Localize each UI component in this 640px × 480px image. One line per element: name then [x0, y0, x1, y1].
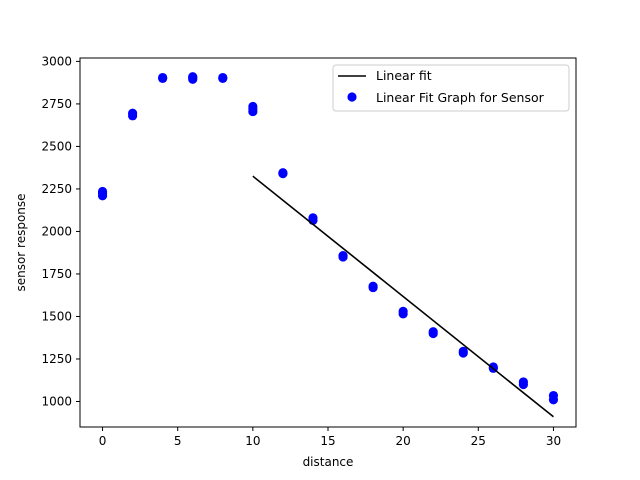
series-layer	[97, 72, 559, 418]
data-point	[97, 186, 108, 197]
fit-line	[252, 175, 554, 418]
data-point	[548, 390, 559, 401]
y-tick-label: 1250	[41, 352, 72, 366]
y-tick-label: 2250	[41, 182, 72, 196]
y-tick-label: 1000	[41, 394, 72, 408]
x-tick-label: 25	[471, 434, 486, 448]
data-point	[518, 377, 528, 387]
data-point	[158, 72, 168, 83]
x-tick-label: 0	[99, 434, 107, 448]
data-point	[128, 108, 138, 118]
data-point	[458, 346, 468, 356]
legend-label: Linear fit	[376, 68, 432, 83]
data-point	[278, 168, 288, 178]
x-axis-label: distance	[303, 455, 354, 469]
x-tick-label: 15	[320, 434, 335, 448]
x-tick-label: 5	[174, 434, 182, 448]
y-tick-label: 1750	[41, 267, 72, 281]
data-point	[188, 72, 198, 82]
axes: 0 5 10 15 20 25 30 1000 1250 1500 1750 2000 2250 2500…	[41, 54, 577, 448]
legend-label: Linear Fit Graph for Sensor	[376, 90, 545, 105]
data-point	[398, 306, 408, 316]
legend-marker-swatch	[347, 92, 357, 102]
y-tick-label: 3000	[41, 54, 72, 68]
legend: Linear fit Linear Fit Graph for Sensor	[332, 64, 570, 112]
data-point	[308, 213, 318, 223]
x-tick-label: 10	[245, 434, 260, 448]
x-tick-label: 20	[396, 434, 411, 448]
y-axis-label: sensor response	[14, 193, 28, 291]
data-point	[248, 101, 258, 112]
data-point	[428, 327, 438, 337]
data-point	[488, 362, 498, 372]
data-point	[218, 72, 228, 83]
data-point	[338, 250, 348, 261]
data-point	[368, 281, 378, 291]
plot-frame	[79, 57, 577, 428]
x-tick-label: 30	[546, 434, 561, 448]
y-tick-label: 1500	[41, 309, 72, 323]
y-tick-label: 2500	[41, 139, 72, 153]
legend-box	[332, 64, 570, 112]
y-tick-label: 2000	[41, 224, 72, 238]
y-tick-label: 2750	[41, 97, 72, 111]
